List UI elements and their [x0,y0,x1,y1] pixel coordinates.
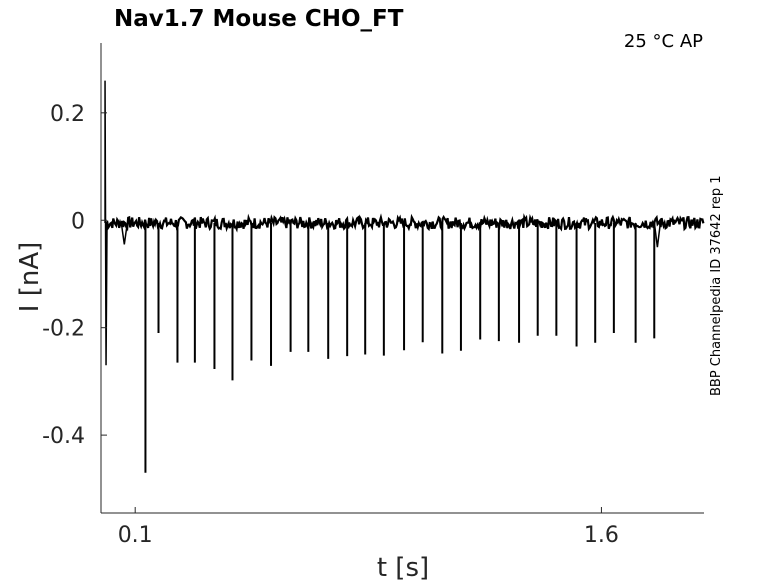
plot-area [104,80,705,473]
onset-artifact [104,80,108,366]
x-tick-label: 0.1 [118,523,153,548]
current-trace-baseline [105,213,705,233]
current-dip [653,222,662,248]
x-axis-label: t [s] [377,553,429,583]
current-dip [120,222,129,245]
y-tick-label: -0.4 [42,424,85,449]
axis-ticks: 0.1 1.6 0.2 0 -0.2 -0.4 [42,102,619,548]
y-tick-label: 0 [71,209,85,234]
y-tick-label: -0.2 [42,317,85,342]
chart-title: Nav1.7 Mouse CHO_FT [114,6,404,32]
x-tick-label: 1.6 [584,523,619,548]
condition-annotation: 25 °C AP [624,31,703,52]
y-axis-label: I [nA] [15,242,45,312]
y-tick-label: 0.2 [50,102,85,127]
source-id-label: BBP Channelpedia ID 37642 rep 1 [709,175,724,396]
